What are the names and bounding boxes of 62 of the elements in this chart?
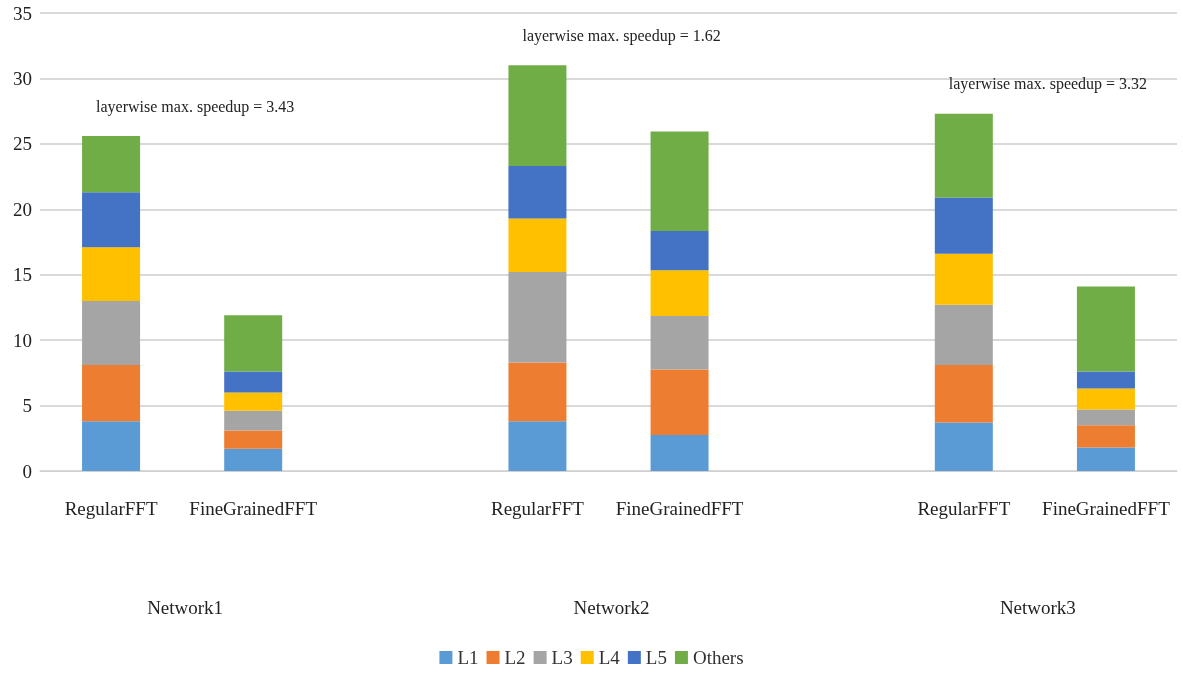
bar — [508, 272, 567, 363]
legend-label: L5 — [645, 647, 667, 668]
y-tick-label: 35 — [13, 2, 32, 24]
bar — [650, 131, 709, 231]
x-tick-label: FineGrainedFFT — [189, 498, 318, 519]
bar — [82, 365, 141, 422]
bar — [934, 253, 993, 305]
bar — [508, 218, 567, 273]
bar — [82, 192, 141, 248]
annotation: layerwise max. speedup = 3.43 — [96, 97, 295, 116]
y-tick-label: 25 — [13, 133, 32, 155]
bar — [224, 448, 283, 471]
bar — [934, 365, 993, 423]
bar — [934, 422, 993, 471]
x-tick-label: RegularFFT — [490, 498, 585, 519]
bar — [224, 315, 283, 372]
bar — [508, 166, 567, 219]
bar — [224, 392, 283, 411]
bar — [224, 371, 283, 393]
bar — [82, 247, 141, 301]
bar — [508, 421, 567, 471]
bar — [650, 230, 709, 271]
legend-label: L3 — [551, 647, 573, 668]
x-tick-label: RegularFFT — [917, 498, 1011, 519]
bar — [508, 362, 567, 422]
bar — [934, 197, 993, 254]
legend-label: Others — [692, 647, 744, 668]
bar — [1076, 425, 1135, 448]
legend-label: L4 — [598, 647, 621, 668]
bar — [508, 65, 567, 167]
bar — [1076, 388, 1135, 410]
x-tick-label: FineGrainedFFT — [1042, 498, 1171, 519]
y-tick-label: 0 — [22, 460, 32, 482]
bar — [650, 315, 709, 370]
bar — [650, 369, 709, 436]
legend-label: L2 — [504, 647, 526, 668]
x-tick-label: FineGrainedFFT — [615, 498, 744, 519]
text: Network1 — [147, 597, 224, 618]
bar — [650, 270, 709, 316]
y-tick-label: 20 — [13, 198, 32, 220]
y-tick-label: 10 — [13, 329, 32, 351]
bar — [1076, 409, 1135, 426]
text: Network2 — [573, 597, 650, 618]
bar — [1076, 286, 1135, 372]
bar — [1076, 447, 1135, 471]
bar — [82, 136, 141, 193]
annotation: layerwise max. speedup = 3.32 — [948, 75, 1148, 94]
x-tick-label: RegularFFT — [64, 498, 158, 519]
bar — [650, 435, 709, 471]
bar — [934, 113, 993, 198]
bar — [224, 430, 283, 449]
bar — [934, 304, 993, 366]
legend-label: L1 — [457, 647, 479, 668]
text: Network3 — [999, 597, 1076, 618]
y-tick-label: 5 — [22, 395, 32, 417]
bar — [82, 300, 141, 366]
bar — [1076, 371, 1135, 389]
annotation: layerwise max. speedup = 1.62 — [522, 26, 721, 45]
y-tick-label: 15 — [13, 264, 32, 286]
y-tick-label: 30 — [13, 67, 32, 89]
bar — [82, 421, 141, 471]
bar — [224, 410, 283, 431]
